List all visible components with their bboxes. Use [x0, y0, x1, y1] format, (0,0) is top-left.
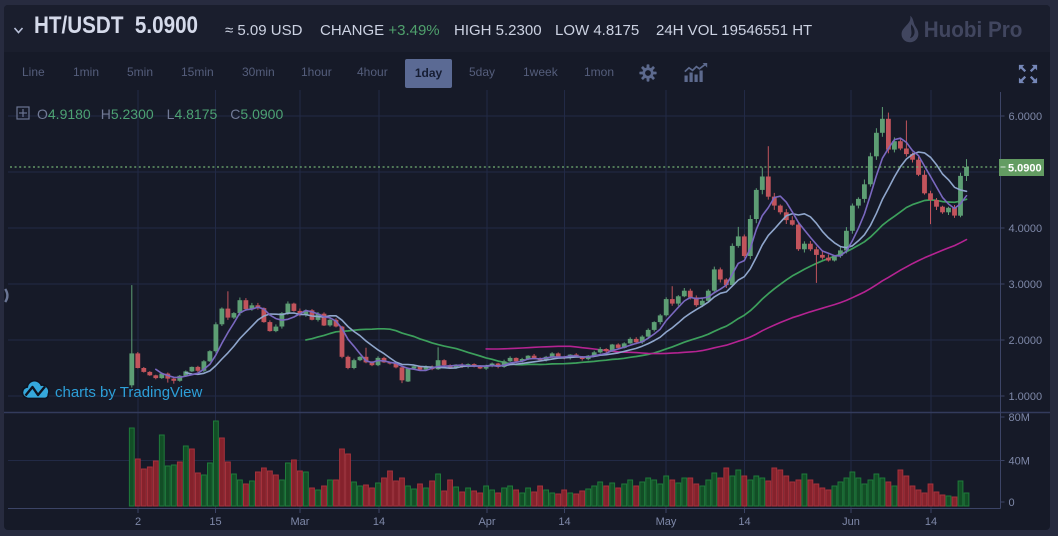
- svg-text:4.0000: 4.0000: [1009, 223, 1043, 235]
- svg-text:15: 15: [209, 516, 221, 528]
- svg-text:2: 2: [135, 516, 141, 528]
- svg-text:May: May: [656, 516, 677, 528]
- svg-text:3.0000: 3.0000: [1009, 279, 1043, 291]
- svg-text:charts by TradingView: charts by TradingView: [55, 384, 202, 401]
- svg-text:2.0000: 2.0000: [1009, 335, 1043, 347]
- svg-text:14: 14: [738, 516, 750, 528]
- svg-text:Mar: Mar: [291, 516, 310, 528]
- svg-text:14: 14: [373, 516, 385, 528]
- svg-text:0: 0: [1009, 497, 1015, 509]
- svg-text:Huobi Pro: Huobi Pro: [924, 17, 1023, 42]
- svg-text:1.0000: 1.0000: [1009, 391, 1043, 403]
- svg-text:80M: 80M: [1009, 412, 1030, 424]
- svg-text:14: 14: [558, 516, 570, 528]
- svg-text:Apr: Apr: [478, 516, 495, 528]
- svg-text:40M: 40M: [1009, 456, 1030, 468]
- svg-text:5.0900: 5.0900: [1008, 163, 1042, 175]
- svg-text:6.0000: 6.0000: [1009, 111, 1043, 123]
- svg-text:Jun: Jun: [842, 516, 860, 528]
- svg-text:14: 14: [925, 516, 937, 528]
